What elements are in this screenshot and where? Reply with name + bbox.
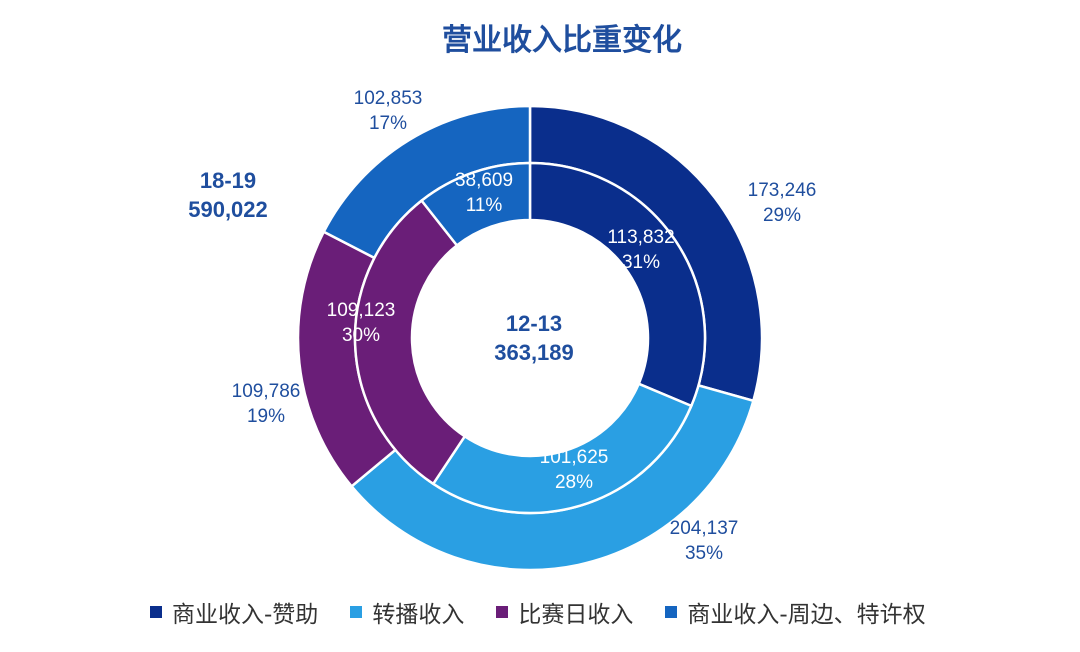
legend-item-merchandise: 商业收入-周边、特许权 — [665, 595, 926, 629]
chart-title: 营业收入比重变化 — [442, 23, 682, 57]
legend-swatch — [350, 606, 363, 618]
value-label-inner-sponsorship: 113,832 — [607, 227, 674, 248]
legend-label: 商业收入-周边、特许权 — [687, 602, 926, 628]
percent-label-outer-matchday: 19% — [247, 406, 285, 427]
value-label-outer-sponsorship: 173,246 — [748, 180, 817, 201]
legend-label: 比赛日收入 — [518, 602, 634, 628]
percent-label-inner-broadcast: 28% — [555, 472, 593, 493]
value-label-inner-broadcast: 101,625 — [540, 447, 609, 468]
percent-label-inner-sponsorship: 31% — [622, 252, 660, 273]
percent-label-outer-merchandise: 17% — [369, 113, 407, 134]
legend-label: 商业收入-赞助 — [172, 602, 319, 628]
legend-swatch — [150, 606, 162, 618]
chart-legend: 商业收入-赞助 转播收入 比赛日收入 商业收入-周边、特许权 — [150, 590, 1050, 634]
value-label-inner-merchandise: 38,609 — [455, 170, 513, 191]
outer-ring-18-19 — [296, 104, 764, 572]
outer-season-total: 590,022 — [188, 197, 268, 222]
value-label-inner-matchday: 109,123 — [327, 300, 396, 321]
legend-label: 转播收入 — [372, 602, 465, 628]
value-label-outer-broadcast: 204,137 — [670, 518, 739, 539]
outer-season-name: 18-19 — [200, 168, 256, 193]
slice-inner-merchandise — [419, 161, 532, 248]
donut-chart: 营业收入比重变化 173,24629%204,13735%109,78619%1… — [188, 23, 817, 572]
value-label-outer-matchday: 109,786 — [232, 381, 301, 402]
value-label-outer-merchandise: 102,853 — [354, 88, 423, 109]
slice-inner-sponsorship — [528, 161, 707, 408]
inner-season-name: 12-13 — [506, 311, 562, 336]
legend-swatch — [496, 606, 509, 618]
legend-item-matchday: 比赛日收入 — [496, 595, 633, 629]
slice-inner-broadcast — [431, 382, 693, 515]
percent-label-inner-matchday: 30% — [342, 325, 380, 346]
inner-ring-12-13 — [353, 161, 707, 515]
legend-swatch — [665, 606, 678, 618]
inner-season-total: 363,189 — [494, 340, 574, 365]
legend-item-sponsorship: 商业收入-赞助 — [150, 595, 318, 629]
percent-label-outer-broadcast: 35% — [685, 543, 723, 564]
slice-labels: 173,246 29% 204,137 35% 109,786 19% 102,853 17%… — [232, 88, 817, 564]
percent-label-outer-sponsorship: 29% — [763, 205, 801, 226]
legend-item-broadcast: 转播收入 — [350, 595, 464, 629]
slice-inner-matchday — [353, 198, 467, 486]
percent-label-inner-merchandise: 11% — [466, 195, 503, 216]
